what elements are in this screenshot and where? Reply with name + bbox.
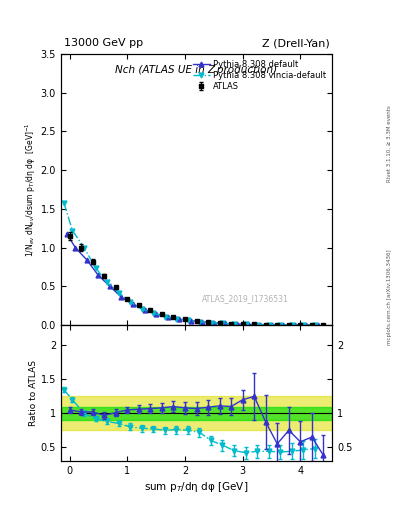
Pythia 8.308 default (108, 283, 112, 289)
Pythia 8.308 vincia-default (255, 322, 259, 328)
Pythia 8.308 vincia-default (70, 227, 75, 233)
Pythia 8.308 default (304, 322, 309, 328)
Pythia 8.308 vincia-default (140, 306, 144, 312)
Pythia 8.308 vincia-default (105, 280, 109, 286)
Pythia 8.308 vincia-default (162, 313, 167, 319)
Text: Rivet 3.1.10, ≥ 3.3M events: Rivet 3.1.10, ≥ 3.3M events (387, 105, 392, 182)
Pythia 8.308 vincia-default (174, 316, 179, 322)
Pythia 8.308 default (131, 301, 136, 307)
Bar (61, 407, 332, 420)
Pythia 8.308 vincia-default (185, 317, 190, 324)
Pythia 8.308 default (211, 319, 216, 326)
Pythia 8.308 default (269, 322, 274, 328)
Text: ATLAS_2019_I1736531: ATLAS_2019_I1736531 (202, 294, 289, 304)
Text: Nch (ATLAS UE in Z production): Nch (ATLAS UE in Z production) (116, 65, 277, 75)
Pythia 8.308 vincia-default (220, 321, 225, 327)
Pythia 8.308 vincia-default (209, 319, 213, 326)
Pythia 8.308 vincia-default (151, 310, 156, 316)
Pythia 8.308 default (200, 319, 205, 325)
Pythia 8.308 default (223, 321, 228, 327)
Pythia 8.308 vincia-default (61, 200, 66, 206)
Pythia 8.308 default (165, 314, 170, 320)
Pythia 8.308 vincia-default (266, 322, 271, 328)
Pythia 8.308 vincia-default (128, 299, 132, 305)
Y-axis label: Ratio to ATLAS: Ratio to ATLAS (29, 360, 38, 426)
Pythia 8.308 vincia-default (93, 265, 98, 271)
Pythia 8.308 default (73, 245, 78, 251)
Line: Pythia 8.308 default: Pythia 8.308 default (64, 231, 320, 328)
Pythia 8.308 vincia-default (231, 321, 236, 327)
Pythia 8.308 vincia-default (312, 322, 317, 328)
Pythia 8.308 default (235, 321, 239, 327)
Pythia 8.308 default (281, 322, 285, 328)
Pythia 8.308 default (96, 272, 101, 279)
Pythia 8.308 default (188, 317, 193, 324)
Pythia 8.308 vincia-default (278, 322, 283, 328)
Pythia 8.308 default (84, 257, 89, 263)
Pythia 8.308 default (292, 322, 297, 328)
Pythia 8.308 vincia-default (116, 289, 121, 295)
Pythia 8.308 default (315, 322, 320, 328)
Pythia 8.308 vincia-default (197, 318, 202, 325)
Pythia 8.308 vincia-default (243, 321, 248, 327)
Pythia 8.308 vincia-default (289, 322, 294, 328)
Pythia 8.308 default (142, 307, 147, 313)
Pythia 8.308 default (64, 230, 69, 237)
Pythia 8.308 default (119, 294, 124, 300)
Pythia 8.308 default (177, 316, 182, 322)
Text: 13000 GeV pp: 13000 GeV pp (64, 38, 143, 48)
Text: mcplots.cern.ch [arXiv:1306.3436]: mcplots.cern.ch [arXiv:1306.3436] (387, 249, 392, 345)
Text: Z (Drell-Yan): Z (Drell-Yan) (262, 38, 329, 48)
Pythia 8.308 vincia-default (301, 322, 306, 328)
Legend: Pythia 8.308 default, Pythia 8.308 vincia-default, ATLAS: Pythia 8.308 default, Pythia 8.308 vinci… (191, 58, 328, 93)
Pythia 8.308 default (154, 311, 158, 317)
Pythia 8.308 default (246, 322, 251, 328)
Y-axis label: 1/N$_{ev}$ dN$_{ev}$/dsum p$_T$/dη dφ  [GeV]$^{-1}$: 1/N$_{ev}$ dN$_{ev}$/dsum p$_T$/dη dφ [G… (23, 122, 38, 257)
Bar (61, 396, 332, 430)
Pythia 8.308 vincia-default (82, 245, 86, 251)
Line: Pythia 8.308 vincia-default: Pythia 8.308 vincia-default (61, 200, 317, 328)
X-axis label: sum p$_T$/dη dφ [GeV]: sum p$_T$/dη dφ [GeV] (144, 480, 249, 494)
Pythia 8.308 default (257, 322, 262, 328)
